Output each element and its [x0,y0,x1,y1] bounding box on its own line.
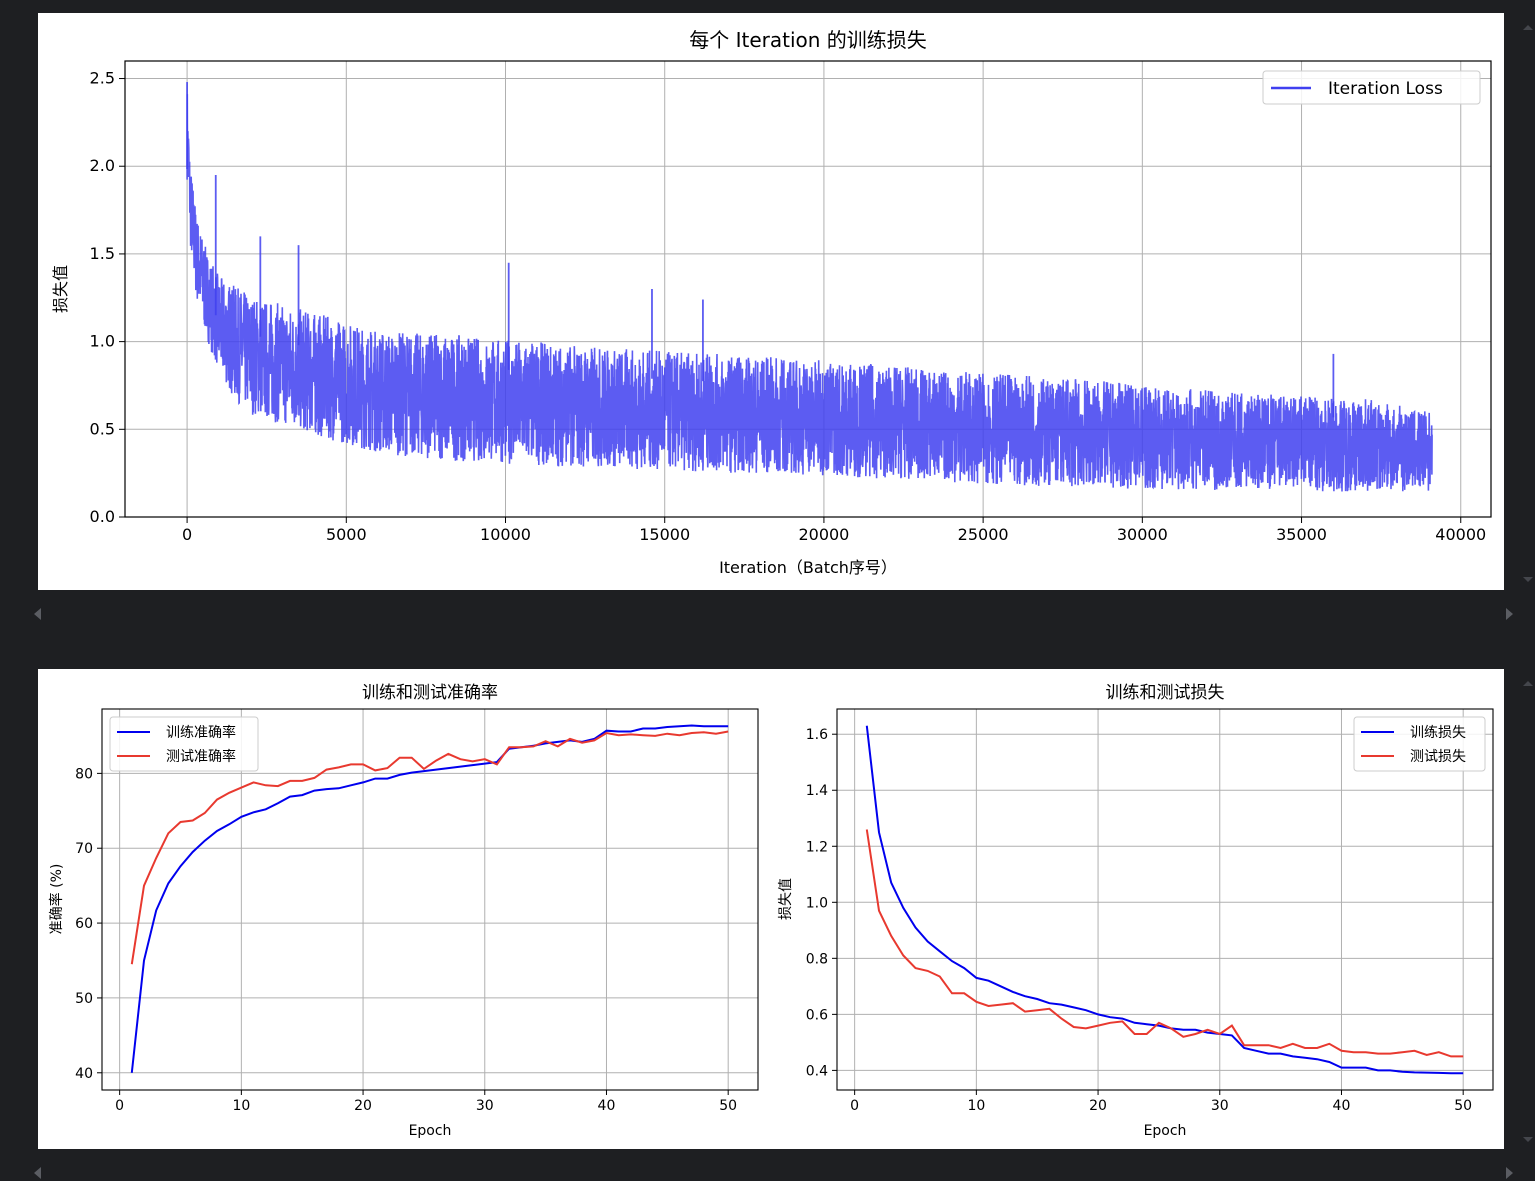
y-tick-label: 1.0 [806,895,828,911]
y-tick-label: 0.5 [90,419,115,438]
x-tick-label: 30 [476,1098,494,1114]
horizontal-scrollbar-1[interactable] [30,608,1513,622]
y-tick-label: 2.0 [90,156,115,175]
output-cell-epoch-metrics: 0 10 20 30 40 50 40 50 60 70 80 训练和测试准确率 Epoch 准确率… [38,669,1504,1149]
legend: Iteration Loss [1262,70,1481,105]
x-tick-label: 20 [354,1098,372,1114]
scroll-left-arrow-icon[interactable] [34,608,41,620]
legend-label-test-loss: 测试损失 [1410,749,1466,765]
x-tick-label: 15000 [639,525,690,544]
x-tick-label: 0 [182,525,192,544]
series-line-iteration-loss [186,94,1433,492]
accuracy-chart-title: 训练和测试准确率 [362,683,498,703]
x-tick-label: 40000 [1435,525,1486,544]
series-line-train [130,724,729,1073]
loss-legend: 训练损失 测试损失 [1353,716,1486,772]
x-tick-label: 40 [598,1098,616,1114]
series-line-test [865,829,1464,1058]
x-tick-label: 0 [115,1098,124,1114]
x-axis-label: Iteration（Batch序号） [719,558,897,577]
y-tick-label: 0.6 [806,1007,828,1023]
y-tick-label: 1.6 [806,727,828,743]
x-tick-label: 50 [719,1098,737,1114]
output-cell-iteration-loss: 0 5000 10000 15000 20000 25000 30000 35000 40000… [38,13,1504,590]
loss-plot-frame [836,708,1494,1091]
y-tick-label: 70 [75,841,93,857]
x-tick-label: 5000 [326,525,367,544]
x-tick-label: 40 [1333,1098,1351,1114]
accuracy-x-axis-label: Epoch [409,1123,452,1139]
loss-chart-title: 训练和测试损失 [1106,683,1225,703]
y-tick-label: 40 [75,1066,93,1082]
accuracy-legend: 训练准确率 测试准确率 [109,716,259,772]
loss-y-axis-label: 损失值 [778,878,794,920]
y-tick-label: 0.0 [90,507,115,526]
collapse-up-marker-icon[interactable] [1523,25,1533,30]
legend-label-train-loss: 训练损失 [1410,725,1466,741]
legend-label-test-accuracy: 测试准确率 [166,748,236,765]
y-tick-label: 1.2 [806,839,828,855]
x-tick-label: 35000 [1276,525,1327,544]
collapse-down-marker-icon[interactable] [1523,1137,1533,1142]
collapse-up-marker-icon[interactable] [1523,681,1533,686]
epoch-metrics-charts: 0 10 20 30 40 50 40 50 60 70 80 训练和测试准确率 Epoch 准确率… [48,683,1494,1139]
x-tick-label: 50 [1454,1098,1472,1114]
loss-x-axis-label: Epoch [1144,1123,1187,1139]
x-tick-label: 10000 [480,525,531,544]
series-line-train [865,725,1464,1075]
legend-label-train-accuracy: 训练准确率 [166,724,236,741]
y-tick-label: 0.4 [806,1063,828,1079]
grid-lines-accuracy [102,709,758,1090]
x-tick-label: 30 [1211,1098,1229,1114]
y-tick-label: 60 [75,916,93,932]
grid-lines-loss [837,709,1493,1090]
x-tick-label: 25000 [958,525,1009,544]
collapse-down-marker-icon[interactable] [1523,577,1533,582]
x-tick-label: 0 [850,1098,859,1114]
scroll-right-arrow-icon[interactable] [1506,608,1513,620]
horizontal-scrollbar-2[interactable] [30,1167,1513,1181]
x-tick-label: 20 [1089,1098,1107,1114]
plot-frame [124,60,1492,518]
scroll-right-arrow-icon[interactable] [1506,1167,1513,1179]
scroll-left-arrow-icon[interactable] [34,1167,41,1179]
x-tick-label: 30000 [1117,525,1168,544]
y-tick-label: 1.5 [90,244,115,263]
y-tick-label: 50 [75,991,93,1007]
y-tick-label: 0.8 [806,951,828,967]
y-tick-label: 1.4 [806,783,828,799]
legend-label-iteration-loss: Iteration Loss [1328,79,1443,99]
chart-title: 每个 Iteration 的训练损失 [689,28,927,52]
x-tick-label: 10 [232,1098,250,1114]
series-line-test [130,730,729,965]
y-axis-label: 损失值 [51,265,70,313]
y-tick-label: 80 [75,766,93,782]
y-tick-label: 2.5 [90,69,115,88]
x-tick-label: 20000 [798,525,849,544]
x-tick-label: 10 [967,1098,985,1114]
iteration-loss-chart: 0 5000 10000 15000 20000 25000 30000 35000 40000… [51,28,1492,577]
y-tick-label: 1.0 [90,332,115,351]
accuracy-y-axis-label: 准确率 (%) [48,864,65,935]
accuracy-plot-frame [101,708,759,1091]
